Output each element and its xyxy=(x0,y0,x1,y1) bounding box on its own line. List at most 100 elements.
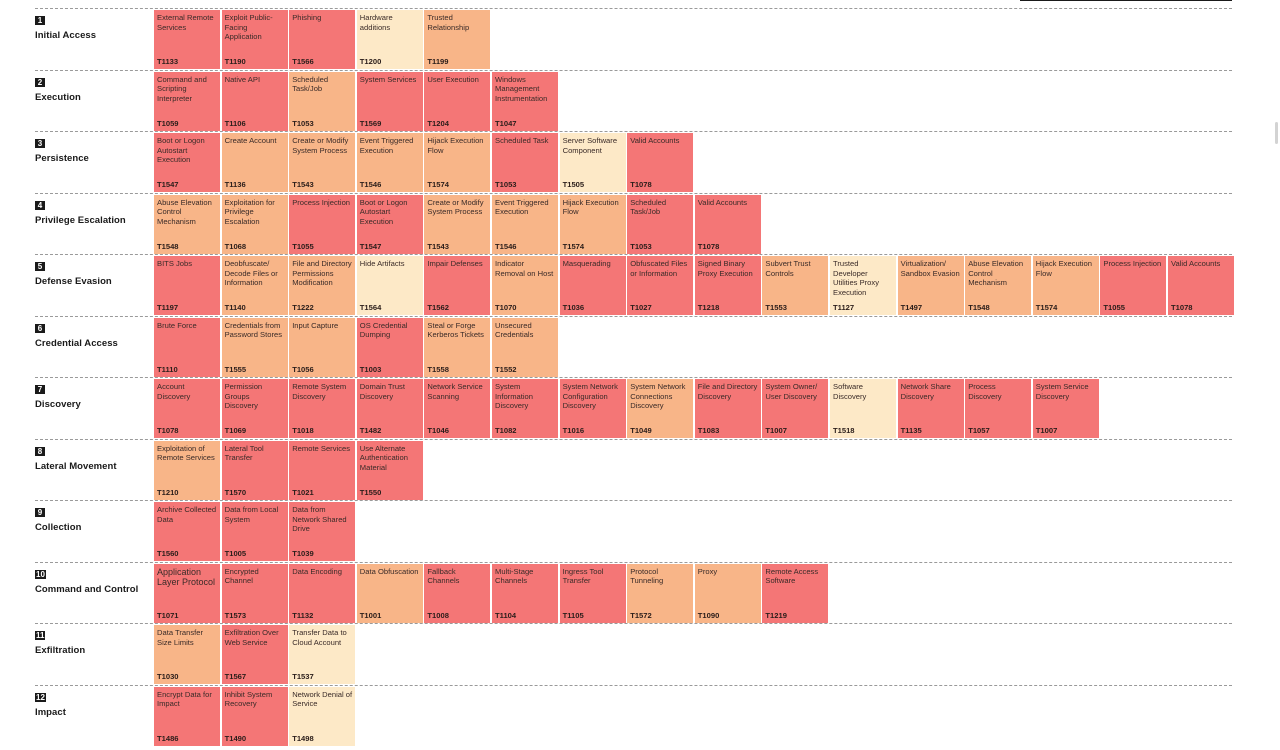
technique-card[interactable]: Signed Binary Proxy Execution T1218 xyxy=(694,256,761,315)
technique-card[interactable]: Trusted Relationship T1199 xyxy=(424,10,491,69)
technique-id: T1569 xyxy=(359,118,382,128)
technique-card[interactable]: Indicator Removal on Host T1070 xyxy=(492,256,558,315)
technique-card[interactable]: Remote Services T1021 xyxy=(289,440,356,500)
technique-card[interactable]: Ingress Tool Transfer T1105 xyxy=(559,563,626,623)
technique-card[interactable]: Application Layer Protocol T1071 xyxy=(154,563,220,623)
technique-card[interactable]: Hardware additions T1200 xyxy=(356,10,423,69)
technique-card[interactable]: Abuse Elevation Control Mechanism T1548 xyxy=(965,256,1032,315)
technique-card[interactable]: Use Alternate Authentication Material T15… xyxy=(356,440,423,500)
technique-card[interactable]: Exploitation for Privilege Escalation T10… xyxy=(221,194,288,254)
technique-card[interactable]: Trusted Developer Utilities Proxy Execut… xyxy=(830,256,896,315)
technique-card[interactable]: Create or Modify System Process T1543 xyxy=(424,194,491,254)
technique-card[interactable]: System Information Discovery T1082 xyxy=(492,379,558,438)
technique-card[interactable]: Exploitation of Remote Services T1210 xyxy=(154,440,220,500)
technique-card[interactable]: Data Obfuscation T1001 xyxy=(356,563,423,623)
technique-id: T1008 xyxy=(427,610,449,620)
technique-card[interactable]: Credentials from Password Stores T1555 xyxy=(221,317,288,377)
technique-card[interactable]: Process Injection T1055 xyxy=(289,194,356,254)
technique-card[interactable]: Hide Artifacts T1564 xyxy=(356,256,423,315)
technique-card[interactable]: User Execution T1204 xyxy=(424,71,491,131)
technique-card[interactable]: Abuse Elevation Control Mechanism T1548 xyxy=(154,194,220,254)
technique-card[interactable]: Native API T1106 xyxy=(221,71,288,131)
technique-card[interactable]: Create or Modify System Process T1543 xyxy=(289,133,356,192)
technique-card[interactable]: Hijack Execution Flow T1574 xyxy=(1032,256,1099,315)
technique-card[interactable]: System Services T1569 xyxy=(356,71,423,131)
technique-card[interactable]: Valid Accounts T1078 xyxy=(1168,256,1234,315)
technique-card[interactable]: Remote Access Software T1219 xyxy=(762,563,829,623)
technique-card[interactable]: File and Directory Permissions Modificat… xyxy=(289,256,356,315)
technique-card[interactable]: Process Discovery T1057 xyxy=(965,379,1032,438)
technique-name: Remote System Discovery xyxy=(292,382,347,401)
technique-card[interactable]: Account Discovery T1078 xyxy=(154,379,220,438)
technique-card[interactable]: Create Account T1136 xyxy=(221,133,288,192)
technique-id: T1135 xyxy=(900,426,922,436)
technique-card[interactable]: Masquerading T1036 xyxy=(559,256,626,315)
technique-card[interactable]: Server Software Component T1505 xyxy=(559,133,626,192)
technique-card[interactable]: Data Transfer Size Limits T1030 xyxy=(154,625,220,684)
technique-card[interactable]: Encrypted Channel T1573 xyxy=(221,563,288,623)
technique-card[interactable]: OS Credential Dumping T1003 xyxy=(356,317,423,377)
technique-card[interactable]: Obfuscated Files or Information T1027 xyxy=(627,256,694,315)
technique-card[interactable]: Proxy T1090 xyxy=(694,563,761,623)
technique-card[interactable]: Fallback Channels T1008 xyxy=(424,563,491,623)
technique-name: Deobfuscate/ Decode Files or Information xyxy=(224,259,278,288)
technique-card[interactable]: Transfer Data to Cloud Account T1537 xyxy=(289,625,356,684)
technique-card[interactable]: Process Injection T1055 xyxy=(1100,256,1167,315)
technique-card[interactable]: Windows Management Instrumentation T1047 xyxy=(492,71,558,131)
technique-card[interactable]: Boot or Logon Autostart Execution T1547 xyxy=(154,133,220,192)
technique-card[interactable]: Exfiltration Over Web Service T1567 xyxy=(221,625,288,684)
technique-card[interactable]: Software Discovery T1518 xyxy=(830,379,896,438)
technique-card[interactable]: Input Capture T1056 xyxy=(289,317,356,377)
technique-card[interactable]: Deobfuscate/ Decode Files or Information… xyxy=(221,256,288,315)
technique-card[interactable]: Scheduled Task/Job T1053 xyxy=(289,71,356,131)
technique-card[interactable]: Domain Trust Discovery T1482 xyxy=(356,379,423,438)
technique-card[interactable]: Lateral Tool Transfer T1570 xyxy=(221,440,288,500)
technique-card[interactable]: Valid Accounts T1078 xyxy=(694,194,761,254)
technique-name: Network Share Discovery xyxy=(900,382,951,401)
technique-card[interactable]: External Remote Services T1133 xyxy=(154,10,220,69)
technique-card[interactable]: Scheduled Task/Job T1053 xyxy=(627,194,694,254)
technique-card[interactable]: Exploit Public-Facing Application T1190 xyxy=(221,10,288,69)
technique-card[interactable]: Virtualization/ Sandbox Evasion T1497 xyxy=(897,256,964,315)
technique-name: Encrypt Data for Impact xyxy=(157,689,212,709)
technique-card[interactable]: Data from Network Shared Drive T1039 xyxy=(289,502,356,561)
technique-card[interactable]: Impair Defenses T1562 xyxy=(424,256,491,315)
technique-card[interactable]: Remote System Discovery T1018 xyxy=(289,379,356,438)
technique-card[interactable]: Network Service Scanning T1046 xyxy=(424,379,491,438)
technique-card[interactable]: Brute Force T1110 xyxy=(154,317,220,377)
technique-card[interactable]: System Owner/ User Discovery T1007 xyxy=(762,379,829,438)
technique-card[interactable]: Permission Groups Discovery T1069 xyxy=(221,379,288,438)
technique-card[interactable]: System Network Configuration Discovery T1… xyxy=(559,379,626,438)
technique-card[interactable]: Event Triggered Execution T1546 xyxy=(356,133,423,192)
technique-card[interactable]: Valid Accounts T1078 xyxy=(627,133,694,192)
technique-card[interactable]: Boot or Logon Autostart Execution T1547 xyxy=(356,194,423,254)
technique-card[interactable]: Data from Local System T1005 xyxy=(221,502,288,561)
technique-card[interactable]: Encrypt Data for Impact T1486 xyxy=(154,686,220,746)
technique-card[interactable]: System Service Discovery T1007 xyxy=(1032,379,1099,438)
technique-card[interactable]: Steal or Forge Kerberos Tickets T1558 xyxy=(424,317,491,377)
technique-card[interactable]: Inhibit System Recovery T1490 xyxy=(221,686,288,746)
technique-card[interactable]: Command and Scripting Interpreter T1059 xyxy=(154,71,220,131)
scrollbar-thumb[interactable] xyxy=(1275,122,1278,144)
technique-card[interactable]: Subvert Trust Controls T1553 xyxy=(762,256,829,315)
technique-card[interactable]: File and Directory Discovery T1083 xyxy=(694,379,761,438)
technique-card[interactable]: Network Share Discovery T1135 xyxy=(897,379,964,438)
technique-name: User Execution xyxy=(427,74,479,84)
technique-card[interactable]: Data Encoding T1132 xyxy=(289,563,356,623)
tactic-header: 2 Execution xyxy=(35,72,153,103)
tactic-row: 9 Collection Archive Collected Data T1560 Da… xyxy=(35,500,1232,562)
technique-card[interactable]: Hijack Execution Flow T1574 xyxy=(559,194,626,254)
technique-id: T1046 xyxy=(427,426,449,436)
technique-card[interactable]: Event Triggered Execution T1546 xyxy=(492,194,558,254)
technique-card[interactable]: Scheduled Task T1053 xyxy=(492,133,558,192)
technique-card[interactable]: Hijack Execution Flow T1574 xyxy=(424,133,491,192)
technique-card[interactable]: Phishing T1566 xyxy=(289,10,356,69)
technique-card[interactable]: Unsecured Credentials T1552 xyxy=(492,317,558,377)
technique-card[interactable]: Protocol Tunneling T1572 xyxy=(627,563,694,623)
technique-card[interactable]: System Network Connections Discovery T104… xyxy=(627,379,694,438)
technique-card[interactable]: Multi-Stage Channels T1104 xyxy=(492,563,558,623)
technique-card[interactable]: Archive Collected Data T1560 xyxy=(154,502,220,561)
technique-card[interactable]: Network Denial of Service T1498 xyxy=(289,686,356,746)
technique-name: Event Triggered Execution xyxy=(359,136,414,155)
technique-card[interactable]: BITS Jobs T1197 xyxy=(154,256,220,315)
